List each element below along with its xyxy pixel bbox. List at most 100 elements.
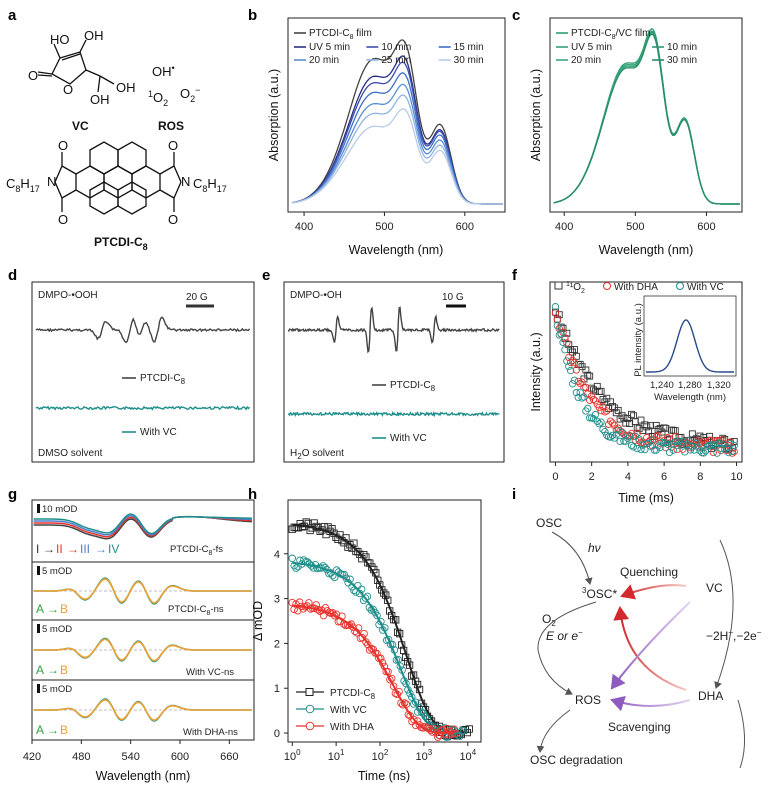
f-xtick-label-4: 8 (697, 471, 703, 483)
vc-label: VC (72, 119, 89, 133)
f-point-0-62 (669, 426, 677, 434)
g-ab4-arrow: → (47, 723, 59, 737)
ros-label: ROS (158, 119, 184, 133)
f-point-1-82 (707, 436, 716, 444)
f-point-1-18 (586, 396, 594, 404)
f-point-2-12 (574, 393, 582, 402)
panel-label-i: i (512, 486, 516, 503)
g-scale-bar-3 (37, 624, 40, 633)
ptcdi-chain-right: C8H17 (193, 176, 227, 194)
panel-h-chart: 100 101 102 103 104 0 1 2 3 4 Time (ns) Δ mOD PTC… (251, 499, 482, 783)
panel-c-frame (549, 17, 743, 213)
panel-a-text: HO OH O O OH OH VC OH• 1O2 O2− ROS O O O… (6, 28, 227, 252)
scheme-3osc: 3OSC* (582, 586, 617, 601)
h-point-1-44 (373, 611, 381, 620)
f-point-2-7 (565, 362, 573, 371)
g-xtick-label-1: 480 (72, 751, 90, 763)
f-point-1-5 (561, 334, 569, 342)
panel-e: DMPO-•OH 10 G PTCDI-C8 With VC H2O solve… (283, 281, 505, 463)
legend-text-f0: 1¹O2 (566, 281, 585, 295)
f-point-2-53 (652, 446, 660, 454)
h-point-2-86 (446, 727, 455, 736)
panel-c-xlabel: Wavelength (nm) (599, 243, 694, 257)
f-point-0-31 (610, 404, 618, 412)
h-point-0-89 (465, 725, 473, 733)
arrow-vc-to-dha (714, 539, 734, 689)
f-point-2-39 (625, 432, 634, 440)
f-point-0-29 (607, 398, 615, 406)
f-point-2-51 (648, 436, 657, 444)
panel-c-chart: UV 5 min 10 min 20 min 30 min 400 500 600 Wav… (529, 17, 743, 257)
h-point-0-28 (344, 543, 352, 551)
f-point-2-40 (627, 441, 636, 450)
g-sublabel-4: With DHA-ns (183, 727, 238, 738)
g-scale-bar-1 (37, 504, 40, 513)
panel-g-xlabel: Wavelength (nm) (96, 769, 191, 783)
h-point-1-0 (288, 554, 297, 563)
legend-text-b-curves-2: 10 min (381, 42, 411, 53)
panel-g-chart: 10 mOD 5 mOD 5 mOD 5 mOD PTCDI-C8-fs PTC… (23, 499, 255, 783)
inset-tick-2: 1,320 (707, 380, 731, 391)
f-point-2-62 (669, 446, 678, 454)
legend-text-b-curves-6: 30 min (454, 55, 484, 66)
ptcdi-n1: N (47, 174, 56, 189)
f-point-0-2 (555, 311, 563, 319)
panel-d-title: DMPO-•OOH (38, 290, 98, 301)
g-seq-II: II (56, 542, 63, 556)
f-point-1-9 (568, 356, 577, 364)
f-point-2-1 (553, 321, 561, 330)
f-point-2-50 (646, 442, 655, 450)
arrow-ros-to-degradation (536, 709, 571, 753)
f-point-2-27 (603, 431, 611, 440)
g-ns-curve-2-1 (33, 699, 252, 721)
g-xtick-label-2: 540 (121, 751, 139, 763)
h-ytick-label-2: 2 (274, 638, 280, 650)
g-ab2-arrow: → (47, 602, 59, 616)
panel-h-xlabel: Time (ns) (358, 769, 410, 783)
g-ab3-A: A (36, 663, 44, 677)
scheme-o2: O2 (542, 612, 556, 628)
f-point-1-25 (599, 402, 607, 411)
scheme-osc: OSC (536, 516, 562, 530)
g-seq-arrow1: → (43, 542, 55, 556)
h-point-2-3 (294, 606, 302, 615)
panel-c-xticks: 400 500 600 (555, 212, 716, 233)
h-point-1-32 (350, 586, 358, 595)
panel-a (37, 39, 182, 215)
panel-d-scale-label: 20 G (186, 292, 208, 303)
f-point-2-90 (722, 443, 731, 452)
panel-label-a: a (8, 7, 17, 24)
g-ns-curve-0-1 (33, 578, 252, 604)
ptcdi-o2: O (168, 138, 178, 153)
h-point-0-18 (324, 523, 332, 531)
f-point-2-63 (671, 437, 679, 446)
panel-f-ylabel: Intensity (a.u.) (529, 332, 543, 411)
h-point-1-6 (300, 556, 308, 564)
f-point-0-11 (572, 352, 580, 360)
ptcdi-o1: O (58, 138, 68, 153)
vc-structure (37, 39, 115, 93)
inset-pl-curve (646, 319, 734, 373)
g-xtick-label-0: 420 (23, 751, 41, 763)
h-point-1-50 (384, 635, 393, 644)
f-point-1-16 (582, 383, 590, 392)
panel-d-legend2: With VC (140, 427, 177, 438)
arrow-dha-quench-3osc (613, 606, 687, 691)
spectrum-b-curves-6 (291, 108, 503, 205)
f-point-2-33 (614, 426, 622, 434)
panel-d: DMPO-•OOH 20 G PTCDI-C8 With VC DMSO sol… (31, 281, 255, 463)
h-ytick-label-4: 4 (274, 549, 280, 561)
f-point-1-76 (696, 439, 704, 448)
f-point-2-45 (637, 445, 645, 454)
f-xtick-label-5: 10 (730, 471, 742, 483)
f-point-2-70 (684, 437, 693, 445)
g-scale-3: 5 mOD (42, 624, 72, 635)
f-point-2-14 (578, 394, 586, 402)
scheme-quenching: Quenching (620, 565, 678, 579)
f-point-2-91 (724, 448, 733, 457)
g-sequence-fs: I → II → III → IV (36, 542, 119, 556)
panel-i-scheme: OSC hν 3OSC* Quenching VC O2 E or e− −2H… (530, 516, 762, 769)
f-point-0-48 (643, 423, 651, 431)
f-point-0-46 (639, 427, 647, 434)
